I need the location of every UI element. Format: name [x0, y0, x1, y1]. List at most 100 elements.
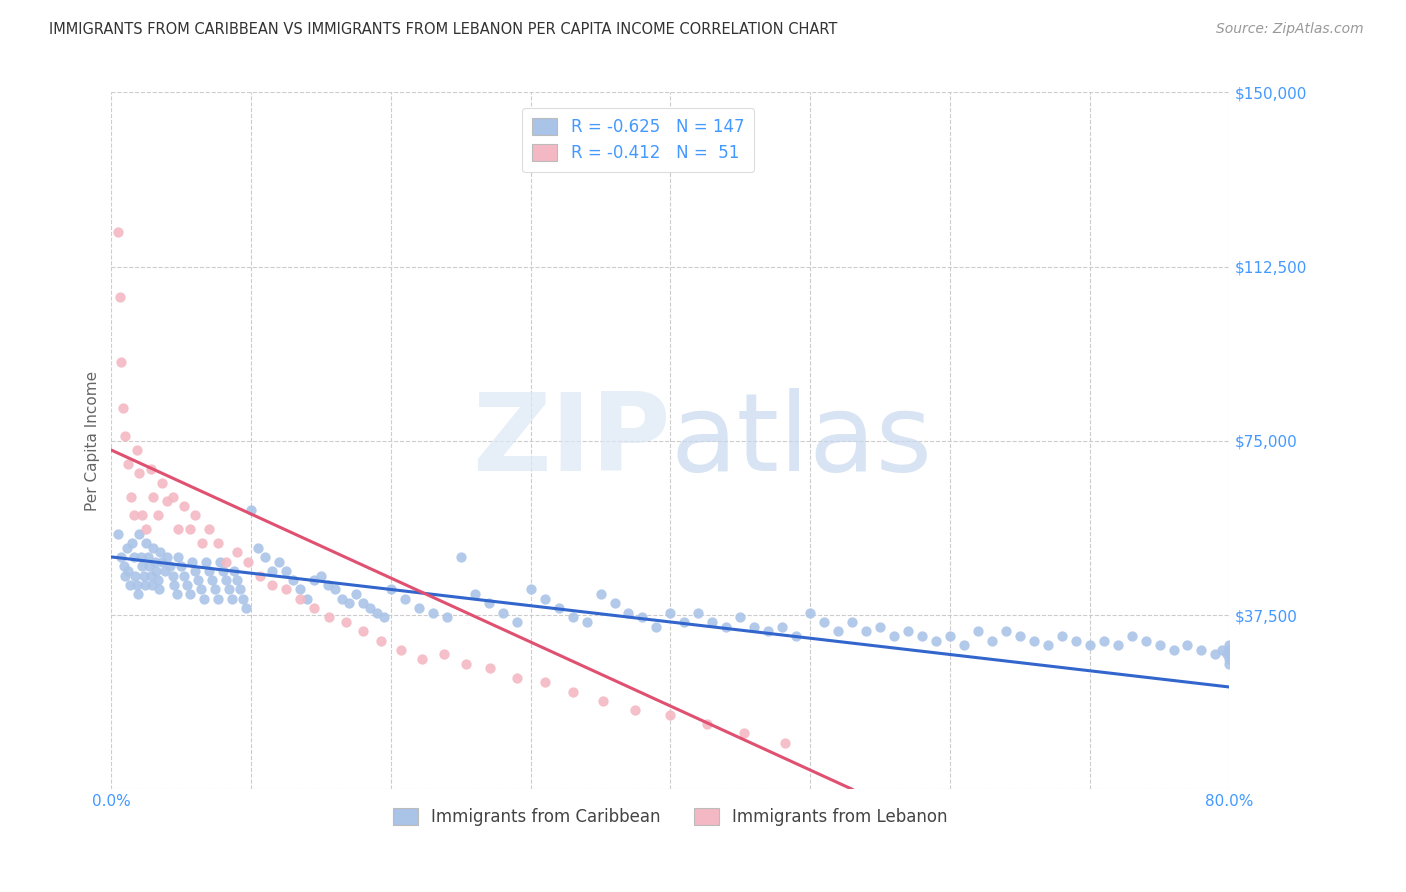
Point: [659, 707, 682, 722]
Point: [218, 582, 240, 597]
Point: [589, 587, 612, 601]
Point: [450, 549, 472, 564]
Point: [142, 490, 165, 504]
Point: [1064, 633, 1087, 648]
Point: [135, 536, 157, 550]
Point: [120, 490, 142, 504]
Point: [156, 549, 179, 564]
Point: [330, 591, 353, 606]
Point: [167, 549, 190, 564]
Point: [1218, 643, 1240, 657]
Point: [195, 555, 218, 569]
Point: [370, 633, 392, 648]
Point: [1107, 638, 1129, 652]
Point: [813, 615, 835, 629]
Point: [159, 559, 181, 574]
Point: [359, 601, 381, 615]
Point: [316, 578, 339, 592]
Point: [132, 568, 155, 582]
Point: [1163, 643, 1185, 657]
Point: [302, 601, 325, 615]
Point: [561, 684, 583, 698]
Point: [198, 522, 221, 536]
Point: [281, 573, 304, 587]
Point: [994, 624, 1017, 639]
Point: [323, 582, 346, 597]
Point: [366, 606, 388, 620]
Point: [134, 578, 156, 592]
Point: [108, 290, 131, 304]
Point: [114, 429, 136, 443]
Point: [505, 615, 527, 629]
Point: [288, 582, 311, 597]
Point: [226, 545, 249, 559]
Point: [519, 582, 541, 597]
Point: [422, 606, 444, 620]
Point: [1008, 629, 1031, 643]
Point: [107, 526, 129, 541]
Point: [128, 526, 150, 541]
Point: [190, 582, 212, 597]
Point: [145, 564, 167, 578]
Point: [187, 573, 209, 587]
Point: [953, 638, 976, 652]
Point: [167, 522, 190, 536]
Y-axis label: Per Capita Income: Per Capita Income: [86, 371, 100, 511]
Point: [107, 225, 129, 239]
Point: [295, 591, 318, 606]
Point: [980, 633, 1002, 648]
Point: [302, 573, 325, 587]
Point: [184, 564, 207, 578]
Point: [433, 648, 456, 662]
Point: [1036, 638, 1059, 652]
Point: [173, 499, 195, 513]
Point: [785, 629, 807, 643]
Point: [179, 522, 201, 536]
Point: [394, 591, 416, 606]
Point: [131, 508, 153, 522]
Point: [1149, 638, 1171, 652]
Point: [1078, 638, 1101, 652]
Point: [215, 573, 238, 587]
Point: [645, 619, 668, 633]
Point: [129, 549, 152, 564]
Point: [111, 401, 134, 416]
Point: [162, 490, 184, 504]
Point: [153, 564, 176, 578]
Point: [146, 508, 169, 522]
Point: [124, 568, 146, 582]
Point: [201, 573, 224, 587]
Point: [756, 624, 779, 639]
Text: ZIP: ZIP: [472, 388, 671, 494]
Point: [464, 587, 486, 601]
Point: [122, 508, 145, 522]
Point: [110, 355, 132, 369]
Point: [827, 624, 849, 639]
Point: [389, 643, 412, 657]
Point: [224, 564, 246, 578]
Point: [269, 555, 291, 569]
Point: [624, 703, 647, 717]
Point: [318, 610, 340, 624]
Point: [150, 555, 173, 569]
Point: [1022, 633, 1045, 648]
Point: [1218, 657, 1240, 671]
Point: [238, 555, 260, 569]
Point: [176, 578, 198, 592]
Point: [696, 717, 718, 731]
Point: [207, 536, 229, 550]
Point: [249, 568, 271, 582]
Point: [883, 629, 905, 643]
Point: [688, 606, 710, 620]
Point: [716, 619, 738, 633]
Point: [1218, 638, 1240, 652]
Point: [240, 503, 263, 517]
Point: [139, 568, 162, 582]
Point: [533, 591, 555, 606]
Point: [136, 549, 159, 564]
Point: [150, 475, 173, 490]
Point: [733, 726, 755, 740]
Point: [141, 578, 163, 592]
Point: [221, 591, 243, 606]
Point: [1215, 648, 1237, 662]
